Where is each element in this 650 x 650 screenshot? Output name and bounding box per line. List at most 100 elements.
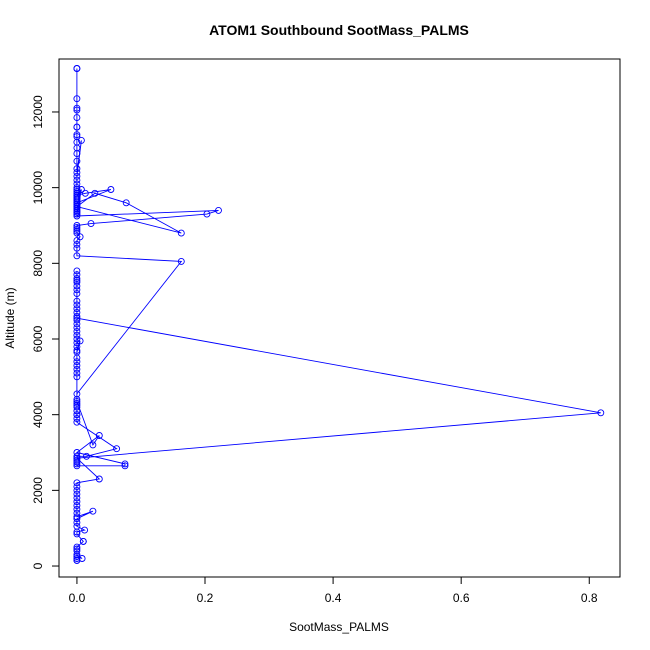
data-point <box>89 507 97 515</box>
data-point <box>107 186 115 193</box>
y-tick-label: 4000 <box>31 401 45 428</box>
data-point <box>73 305 81 313</box>
data-point <box>73 237 81 245</box>
data-point <box>73 327 81 335</box>
data-point <box>73 312 81 320</box>
y-tick-label: 10000 <box>31 171 45 205</box>
data-point <box>73 208 81 216</box>
data-point <box>177 257 185 265</box>
data-point <box>73 324 81 332</box>
data-point <box>73 415 81 422</box>
data-point <box>73 479 81 487</box>
data-point <box>73 528 81 536</box>
data-point <box>73 411 81 419</box>
data-point <box>73 252 81 260</box>
x-axis: 0.0 0.2 0.4 0.6 0.8 <box>69 576 598 605</box>
plot-frame <box>58 58 621 578</box>
data-point <box>73 275 81 282</box>
data-point <box>73 123 81 131</box>
data-point <box>73 176 81 184</box>
data-point <box>73 297 81 305</box>
series-line <box>75 68 601 561</box>
data-point <box>87 220 95 228</box>
chart-title: ATOM1 Southbound SootMass_PALMS <box>209 22 469 38</box>
data-point <box>73 403 81 411</box>
data-point <box>73 494 81 502</box>
data-point <box>73 498 81 506</box>
data-point <box>73 358 81 366</box>
data-point <box>73 486 81 494</box>
data-point <box>73 169 81 176</box>
data-point <box>73 316 81 324</box>
data-point <box>73 502 81 509</box>
data-point <box>177 229 185 237</box>
x-tick-label: 0.8 <box>581 591 598 605</box>
data-point <box>73 314 81 322</box>
x-tick-label: 0.4 <box>325 591 342 605</box>
data-point <box>73 210 81 218</box>
data-point <box>73 150 81 158</box>
data-point <box>73 301 81 309</box>
data-point <box>73 131 81 139</box>
data-point <box>73 172 81 180</box>
data-point <box>73 157 81 165</box>
data-point <box>73 556 81 564</box>
data-point <box>73 65 81 72</box>
data-point <box>122 199 130 207</box>
data-point <box>73 505 81 513</box>
data-point <box>203 210 211 218</box>
data-point <box>89 441 97 449</box>
x-axis-label: SootMass_PALMS <box>289 620 389 634</box>
data-point <box>73 515 81 523</box>
data-point <box>73 483 81 491</box>
data-points <box>73 65 605 564</box>
y-axis-label: Altitude (m) <box>3 287 17 348</box>
data-point <box>77 186 85 193</box>
data-point <box>73 530 81 538</box>
data-point <box>73 373 81 381</box>
data-point <box>113 445 121 453</box>
data-point <box>73 290 81 298</box>
data-point <box>83 452 90 460</box>
data-point <box>73 95 81 103</box>
x-tick-label: 0.2 <box>197 591 214 605</box>
data-point <box>81 189 89 197</box>
data-point <box>73 365 81 373</box>
data-point <box>73 369 81 377</box>
data-point <box>73 331 81 339</box>
x-tick-label: 0.0 <box>69 591 86 605</box>
data-point <box>73 212 81 220</box>
data-point <box>73 286 81 294</box>
data-point <box>121 462 129 470</box>
data-point <box>73 106 81 114</box>
data-point <box>95 475 103 483</box>
data-point <box>73 553 81 561</box>
data-point <box>73 165 81 173</box>
data-point <box>73 346 81 354</box>
data-point <box>76 337 84 345</box>
data-point <box>73 244 81 252</box>
data-point <box>73 362 81 369</box>
y-tick-label: 0 <box>31 562 45 569</box>
data-point <box>73 225 81 233</box>
data-point <box>73 519 81 526</box>
data-point <box>91 189 99 197</box>
data-point <box>73 555 81 562</box>
data-point <box>73 399 81 407</box>
data-point <box>597 409 605 417</box>
y-tick-label: 2000 <box>31 477 45 504</box>
y-axis: 0 2000 4000 6000 8000 10000 12000 <box>31 95 60 569</box>
data-point <box>77 136 85 144</box>
data-point <box>73 452 81 460</box>
plot-area <box>73 65 605 564</box>
data-point <box>73 543 81 551</box>
data-point <box>73 282 81 290</box>
data-point <box>121 460 129 468</box>
x-tick-label: 0.6 <box>453 591 470 605</box>
data-point <box>73 354 81 362</box>
data-point <box>73 278 81 286</box>
data-point <box>73 104 81 112</box>
data-point <box>73 267 81 275</box>
data-point <box>79 537 87 545</box>
data-point <box>73 407 81 415</box>
